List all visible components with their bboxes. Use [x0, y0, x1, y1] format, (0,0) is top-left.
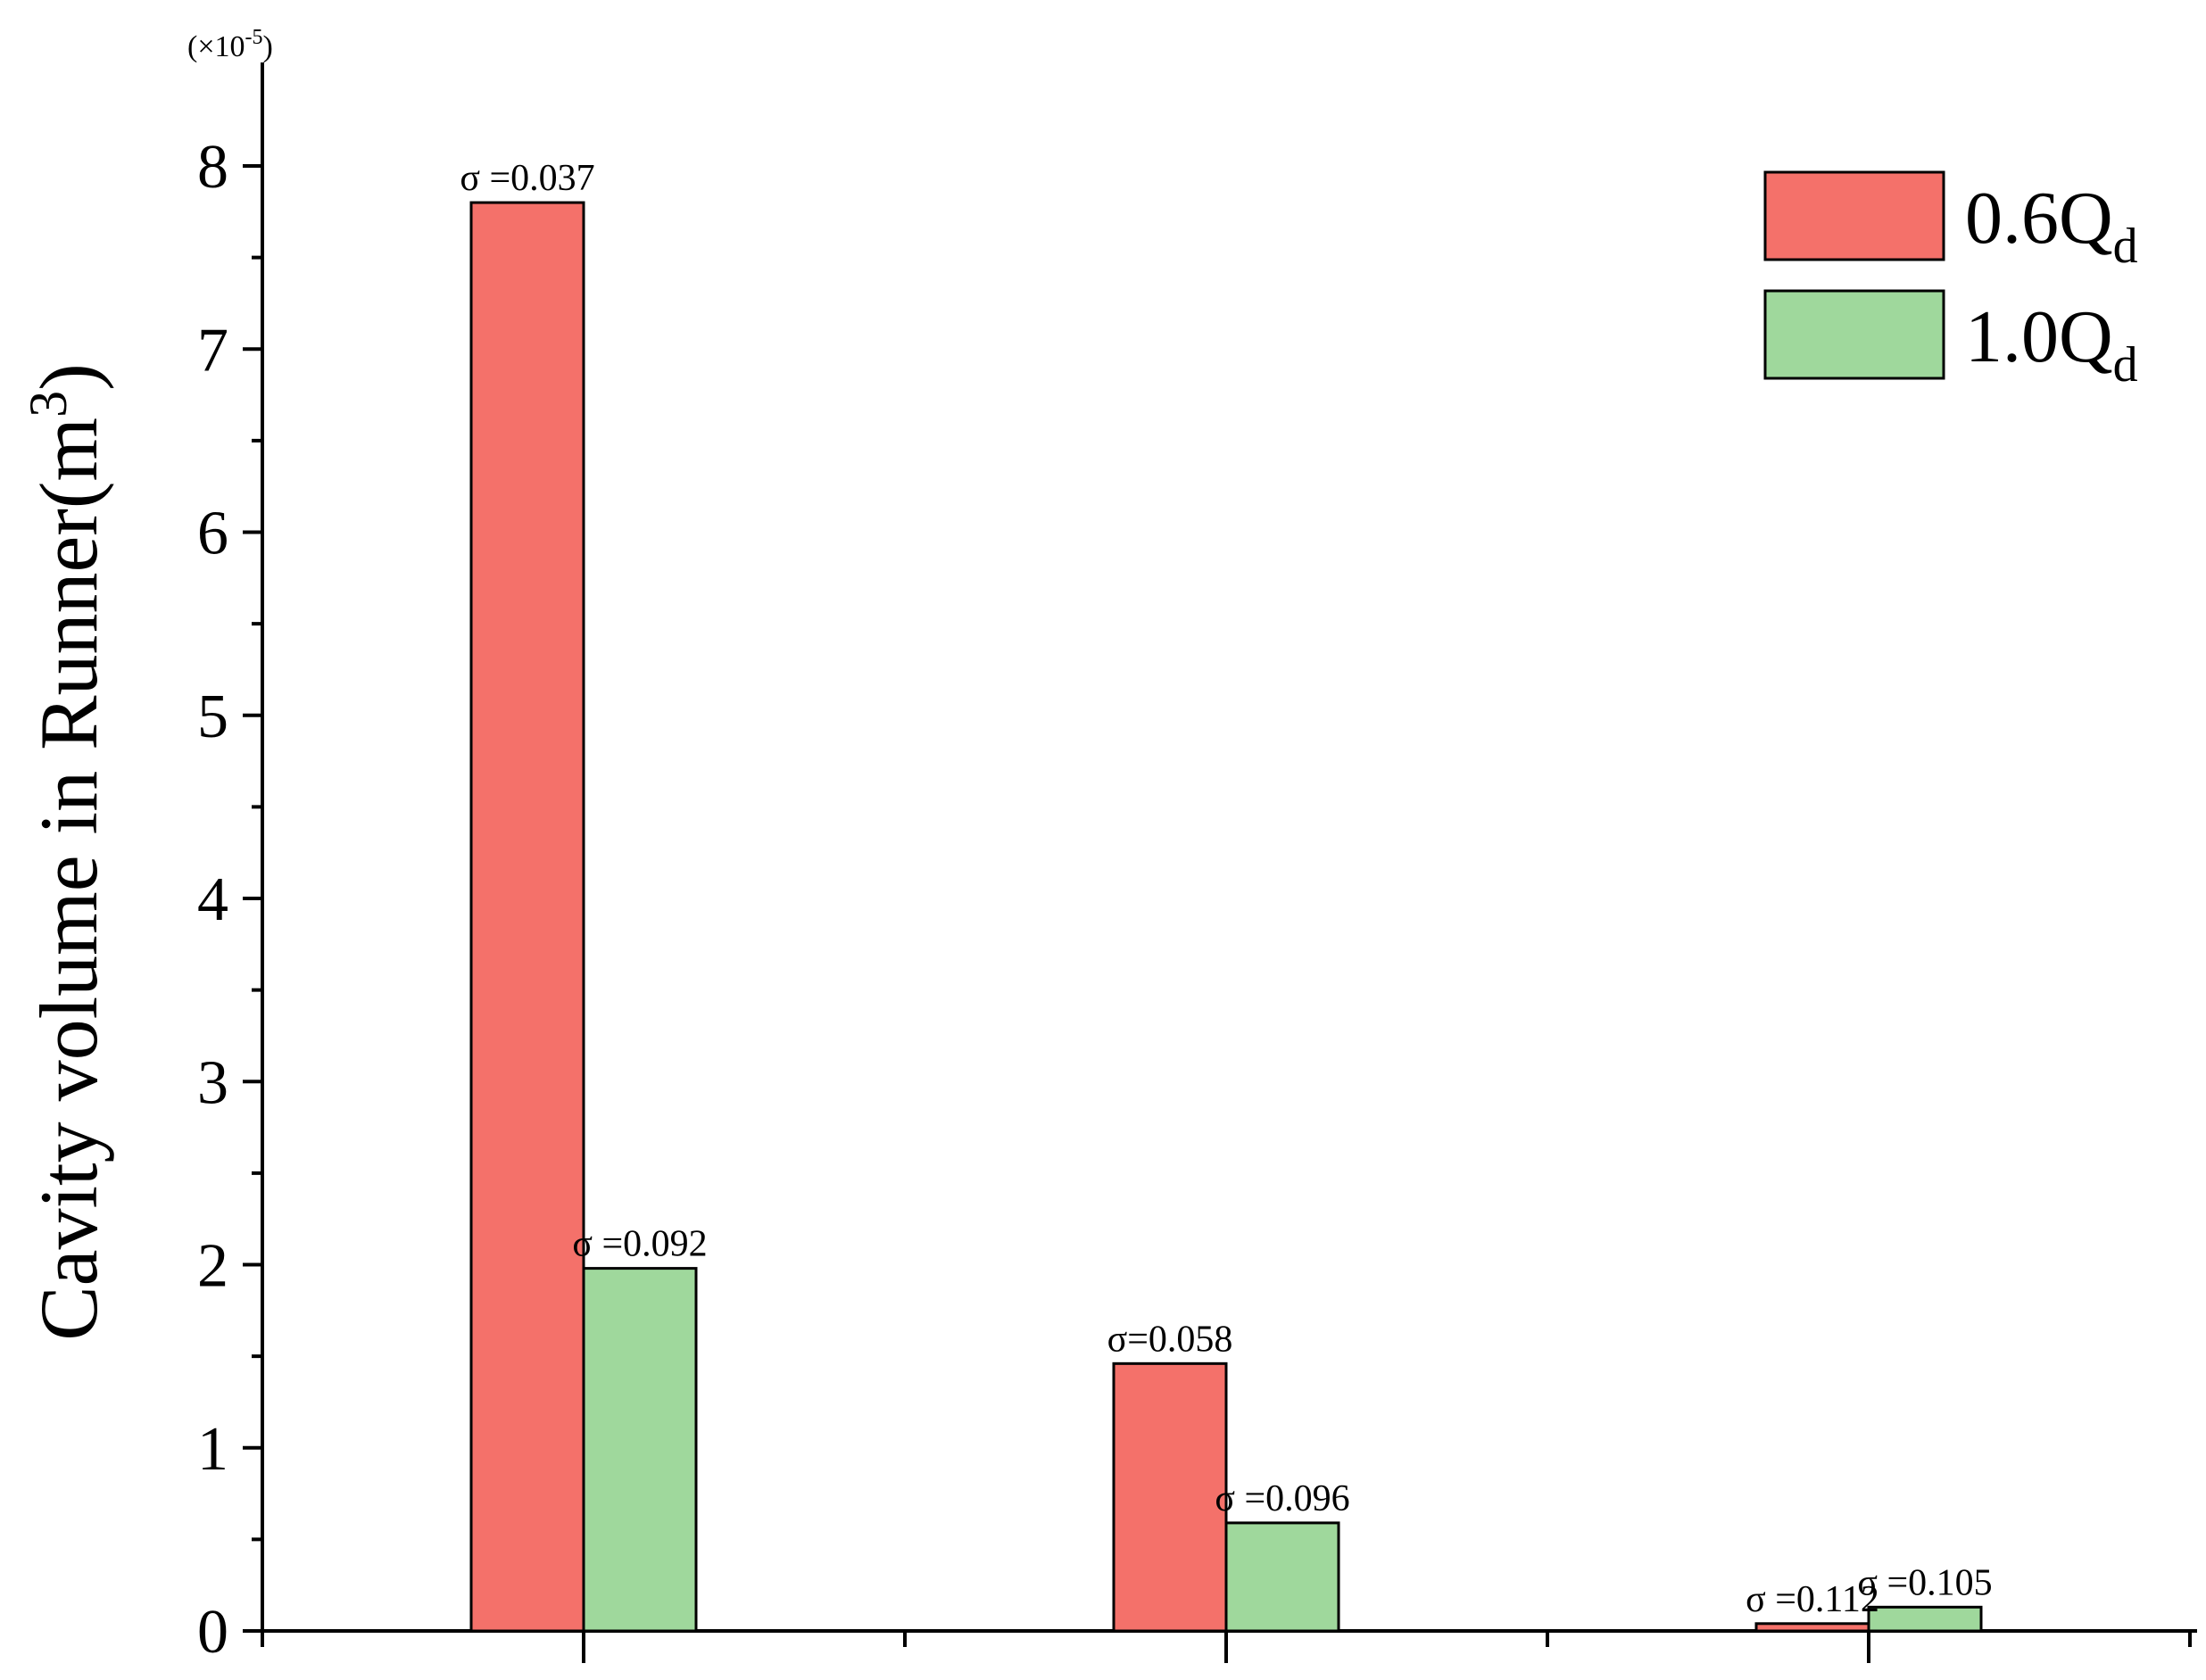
y-tick-label-7: 7 [197, 316, 228, 385]
legend-swatch-1.0qd [1763, 289, 1945, 380]
y-tick-label-5: 5 [197, 683, 228, 751]
y-tick-label-3: 3 [197, 1048, 228, 1117]
y-multiplier: (×10-5) [187, 26, 273, 63]
x-axis-ticks [261, 1631, 2192, 1663]
bar-label-series1-group0: σ =0.092 [572, 1224, 707, 1265]
bars-group [469, 201, 1983, 1633]
bar-series1-group0 [582, 1267, 698, 1633]
bar-labels-group: σ =0.037 σ=0.058 σ =0.112 σ =0.092 σ =0.096 σ… [460, 158, 1992, 1620]
bar-series1-group1 [1224, 1521, 1340, 1633]
bar-label-series0-group2: σ =0.112 [1746, 1579, 1879, 1620]
y-axis-title: Cavity volume in Runner(m3) [19, 363, 114, 1341]
y-tick-label-4: 4 [197, 865, 228, 934]
bar-series0-group0 [469, 201, 585, 1633]
bar-label-series0-group0: σ =0.037 [460, 158, 594, 199]
legend: 0.6Qd 1.0Qd [1763, 170, 2138, 393]
legend-label-0.6qd: 0.6Qd [1965, 177, 2138, 274]
y-tick-label-1: 1 [197, 1415, 228, 1484]
y-tick-label-0: 0 [197, 1598, 228, 1667]
bar-series0-group2 [1754, 1622, 1870, 1633]
y-tick-label-2: 2 [197, 1232, 228, 1301]
bar-label-series1-group1: σ =0.096 [1215, 1478, 1349, 1519]
legend-swatch-0.6qd [1763, 170, 1945, 261]
bar-series0-group1 [1112, 1361, 1228, 1633]
y-tick-label-8: 8 [197, 133, 228, 202]
bar-label-series0-group1: σ=0.058 [1107, 1319, 1233, 1360]
y-axis-ticks: 0 1 2 3 4 5 6 7 8 [197, 133, 262, 1667]
legend-label-1.0qd: 1.0Qd [1965, 295, 2138, 393]
bar-series1-group2 [1867, 1605, 1983, 1633]
y-tick-label-6: 6 [197, 500, 228, 568]
bar-label-series1-group2: σ =0.105 [1857, 1562, 1992, 1603]
